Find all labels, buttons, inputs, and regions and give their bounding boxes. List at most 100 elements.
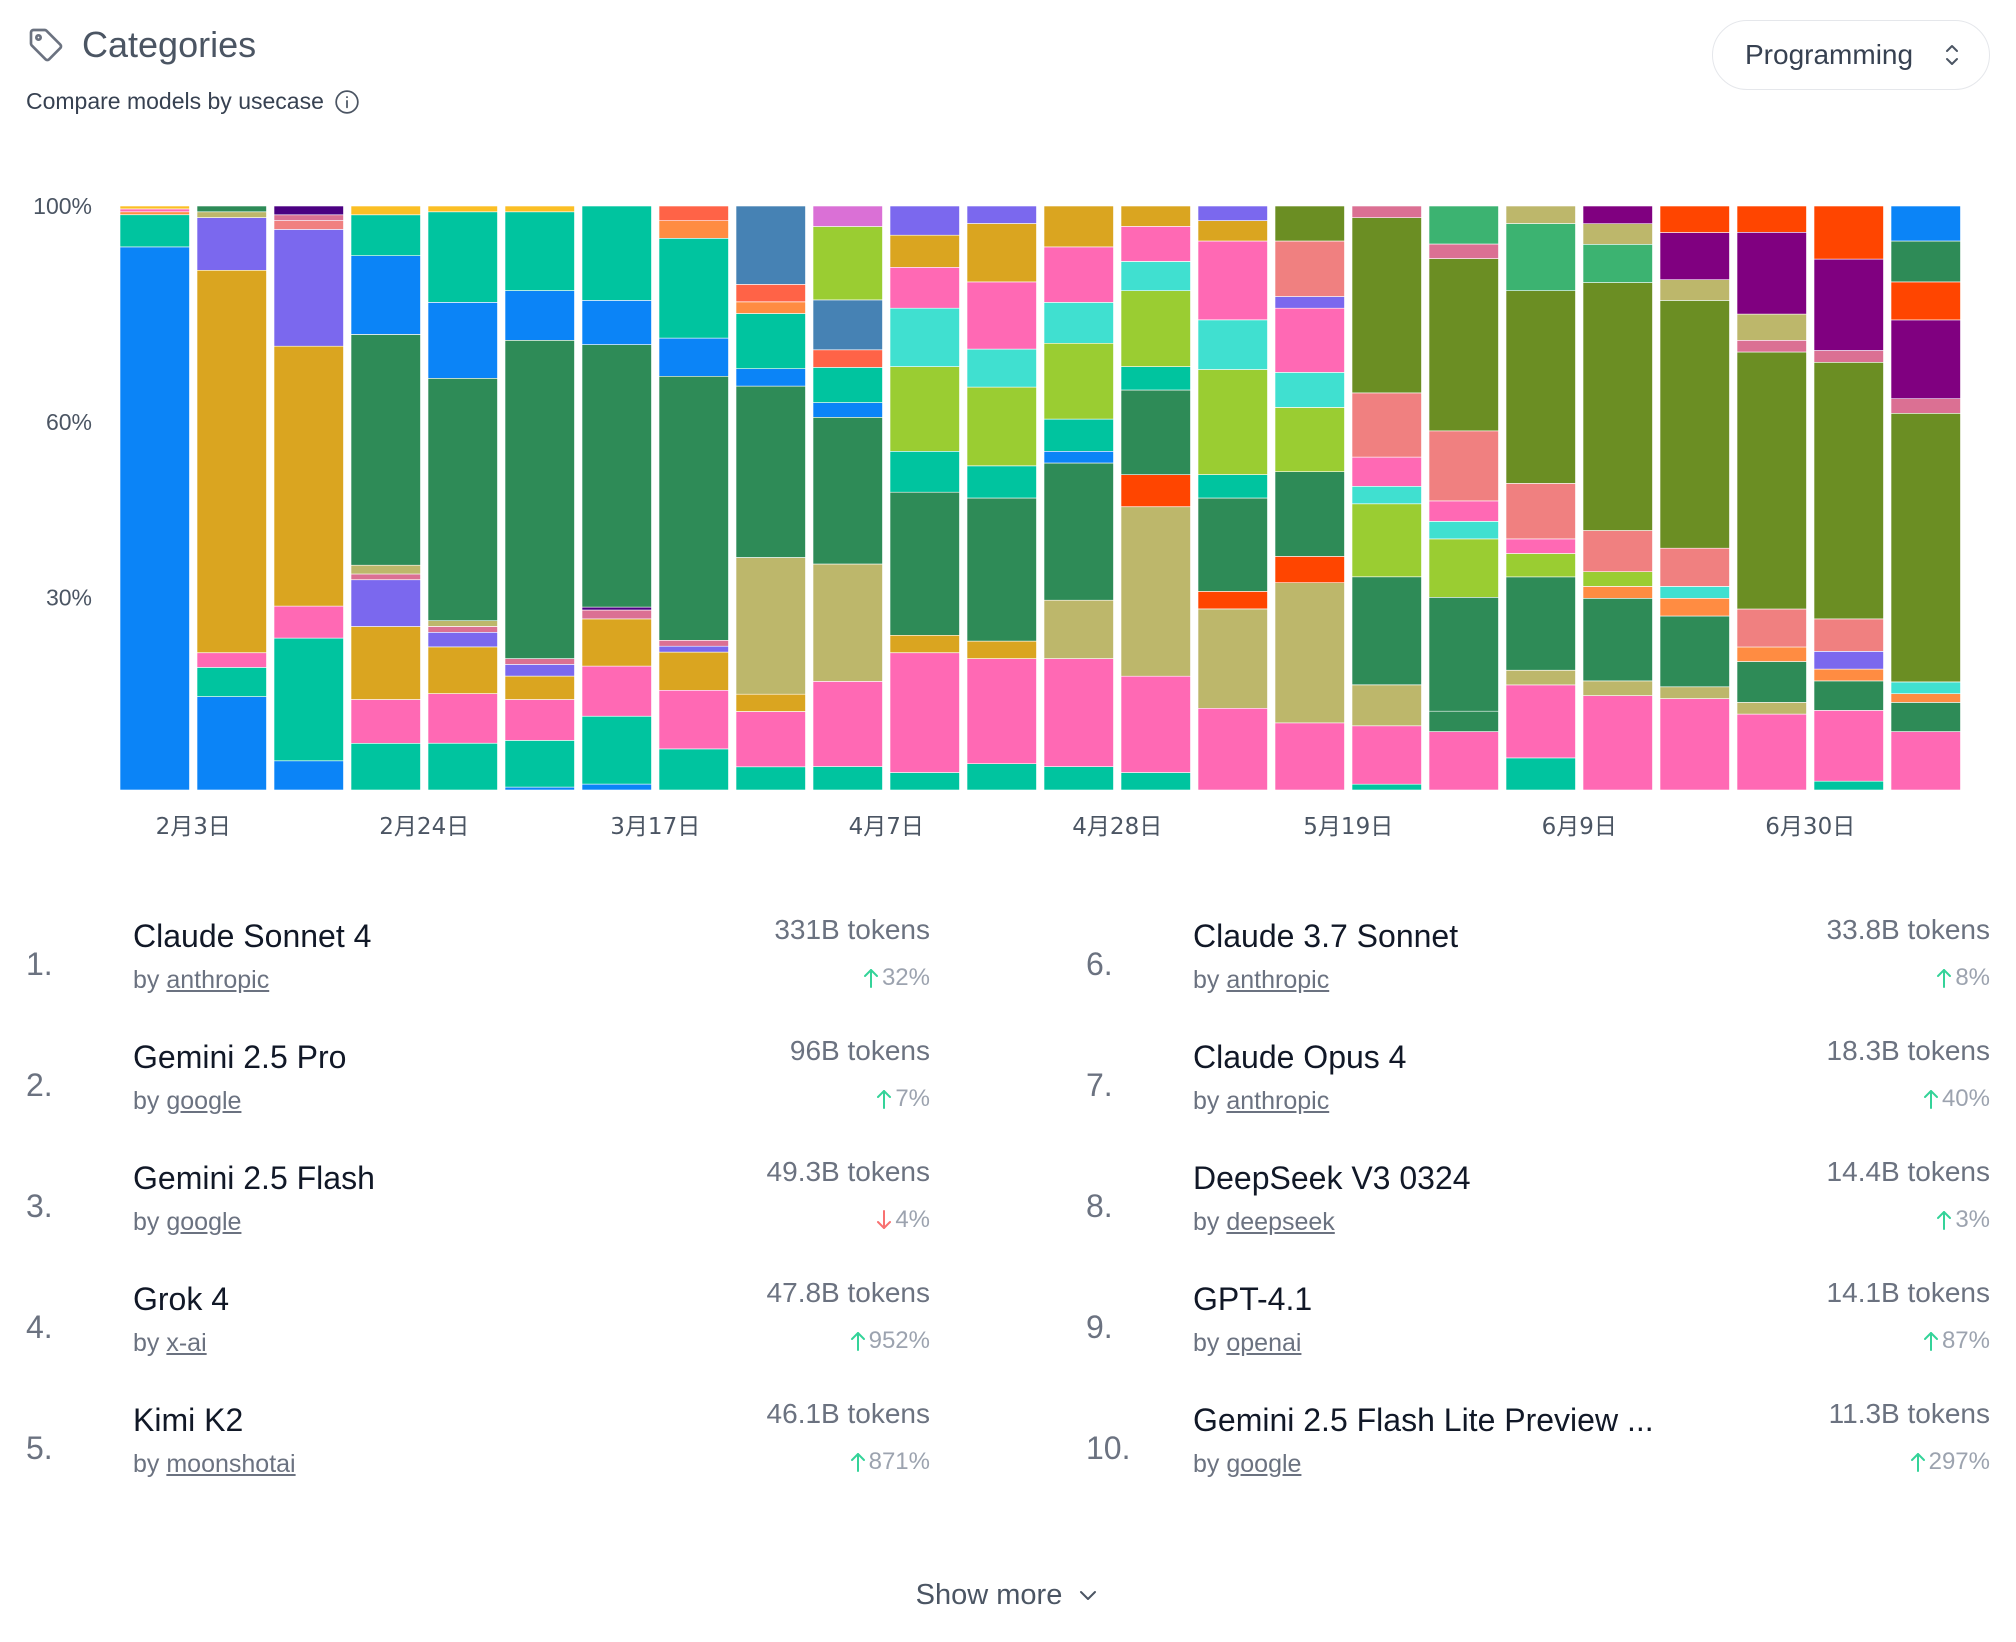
bar-segment[interactable] xyxy=(1197,319,1268,370)
ranking-item[interactable]: 7. Claude Opus 4 by anthropic 18.3B tokens 4… xyxy=(1086,1029,1990,1150)
bar-segment[interactable] xyxy=(427,205,498,213)
bar-segment[interactable] xyxy=(1428,521,1499,540)
model-name[interactable]: DeepSeek V3 0324 xyxy=(1193,1160,1471,1196)
bar-segment[interactable] xyxy=(1120,506,1191,677)
bar-segment[interactable] xyxy=(1351,217,1422,394)
bar-segment[interactable] xyxy=(1659,232,1730,281)
model-name[interactable]: Grok 4 xyxy=(133,1281,230,1317)
bar-segment[interactable] xyxy=(889,366,960,452)
bar-segment[interactable] xyxy=(1582,597,1653,682)
bar-segment[interactable] xyxy=(581,300,652,345)
bar-segment[interactable] xyxy=(1120,675,1191,773)
ranking-item[interactable]: 3. Gemini 2.5 Flash by google 49.3B tokens 4… xyxy=(26,1150,930,1271)
bar-segment[interactable] xyxy=(1274,407,1345,472)
bar-segment[interactable] xyxy=(1197,707,1268,791)
bar-segment[interactable] xyxy=(1428,596,1499,712)
ranking-item[interactable]: 9. GPT-4.1 by openai 14.1B tokens 87% xyxy=(1086,1271,1990,1392)
bar-segment[interactable] xyxy=(1197,220,1268,242)
bar-segment[interactable] xyxy=(1428,243,1499,259)
bar-segment[interactable] xyxy=(350,564,421,575)
bar-segment[interactable] xyxy=(889,450,960,493)
bar-segment[interactable] xyxy=(1351,456,1422,487)
bar-segment[interactable] xyxy=(1736,351,1807,610)
bar-segment[interactable] xyxy=(812,226,883,301)
bar-segment[interactable] xyxy=(119,205,190,210)
bar-column[interactable] xyxy=(504,205,575,791)
bar-column[interactable] xyxy=(1120,205,1191,791)
bar-segment[interactable] xyxy=(1736,313,1807,341)
bar-column[interactable] xyxy=(273,205,344,791)
bar-segment[interactable] xyxy=(427,620,498,627)
bar-segment[interactable] xyxy=(658,689,729,750)
bar-segment[interactable] xyxy=(812,205,883,227)
author-link[interactable]: google xyxy=(166,1087,242,1115)
bar-segment[interactable] xyxy=(1813,651,1884,670)
bar-segment[interactable] xyxy=(581,606,652,611)
bar-segment[interactable] xyxy=(1043,342,1114,420)
bar-segment[interactable] xyxy=(966,465,1037,499)
bar-segment[interactable] xyxy=(1736,608,1807,648)
bar-segment[interactable] xyxy=(1659,597,1730,617)
bar-segment[interactable] xyxy=(1043,246,1114,303)
bar-segment[interactable] xyxy=(273,220,344,230)
bar-segment[interactable] xyxy=(1582,282,1653,531)
bar-segment[interactable] xyxy=(1351,684,1422,727)
bar-column[interactable] xyxy=(1274,205,1345,791)
bar-segment[interactable] xyxy=(812,402,883,418)
bar-segment[interactable] xyxy=(1890,240,1961,283)
bar-segment[interactable] xyxy=(1505,290,1576,484)
bar-segment[interactable] xyxy=(1197,608,1268,709)
show-more-button[interactable]: Show more xyxy=(880,1570,1136,1620)
bar-column[interactable] xyxy=(1505,205,1576,791)
bar-segment[interactable] xyxy=(1120,366,1191,391)
bar-segment[interactable] xyxy=(427,742,498,791)
bar-segment[interactable] xyxy=(504,658,575,665)
bar-segment[interactable] xyxy=(1120,290,1191,367)
bar-segment[interactable] xyxy=(1351,392,1422,458)
bar-column[interactable] xyxy=(1813,205,1884,791)
bar-segment[interactable] xyxy=(119,211,190,215)
ranking-item[interactable]: 8. DeepSeek V3 0324 by deepseek 14.4B token… xyxy=(1086,1150,1990,1271)
bar-segment[interactable] xyxy=(1890,398,1961,414)
bar-segment[interactable] xyxy=(658,651,729,691)
bar-segment[interactable] xyxy=(1582,571,1653,587)
bar-segment[interactable] xyxy=(504,675,575,700)
bar-column[interactable] xyxy=(427,205,498,791)
bar-segment[interactable] xyxy=(966,640,1037,659)
bar-segment[interactable] xyxy=(735,385,806,558)
bar-segment[interactable] xyxy=(350,255,421,335)
bar-segment[interactable] xyxy=(504,340,575,659)
bar-segment[interactable] xyxy=(1505,538,1576,554)
bar-segment[interactable] xyxy=(581,783,652,791)
bar-segment[interactable] xyxy=(350,626,421,700)
bar-segment[interactable] xyxy=(1351,725,1422,785)
bar-segment[interactable] xyxy=(735,766,806,791)
bar-segment[interactable] xyxy=(1428,538,1499,598)
bar-segment[interactable] xyxy=(1890,319,1961,399)
bar-column[interactable] xyxy=(812,205,883,791)
bar-segment[interactable] xyxy=(1043,462,1114,601)
bar-segment[interactable] xyxy=(1736,231,1807,315)
bar-segment[interactable] xyxy=(966,348,1037,388)
bar-segment[interactable] xyxy=(1890,413,1961,683)
bar-segment[interactable] xyxy=(1890,731,1961,791)
bar-segment[interactable] xyxy=(889,652,960,773)
bar-segment[interactable] xyxy=(1120,389,1191,475)
author-link[interactable]: deepseek xyxy=(1226,1208,1335,1236)
bar-segment[interactable] xyxy=(1890,693,1961,703)
bar-segment[interactable] xyxy=(504,786,575,791)
bar-segment[interactable] xyxy=(581,344,652,608)
bar-segment[interactable] xyxy=(504,290,575,341)
bar-segment[interactable] xyxy=(966,386,1037,467)
bar-segment[interactable] xyxy=(889,307,960,367)
bar-segment[interactable] xyxy=(1813,258,1884,351)
bar-segment[interactable] xyxy=(1890,205,1961,242)
author-link[interactable]: google xyxy=(1226,1450,1302,1478)
bar-segment[interactable] xyxy=(1043,766,1114,791)
bar-segment[interactable] xyxy=(812,681,883,767)
bar-segment[interactable] xyxy=(196,667,267,697)
bar-segment[interactable] xyxy=(1659,615,1730,688)
ranking-item[interactable]: 2. Gemini 2.5 Pro by google 96B tokens 7% xyxy=(26,1029,930,1150)
bar-segment[interactable] xyxy=(1505,669,1576,686)
author-link[interactable]: anthropic xyxy=(1226,1087,1330,1115)
